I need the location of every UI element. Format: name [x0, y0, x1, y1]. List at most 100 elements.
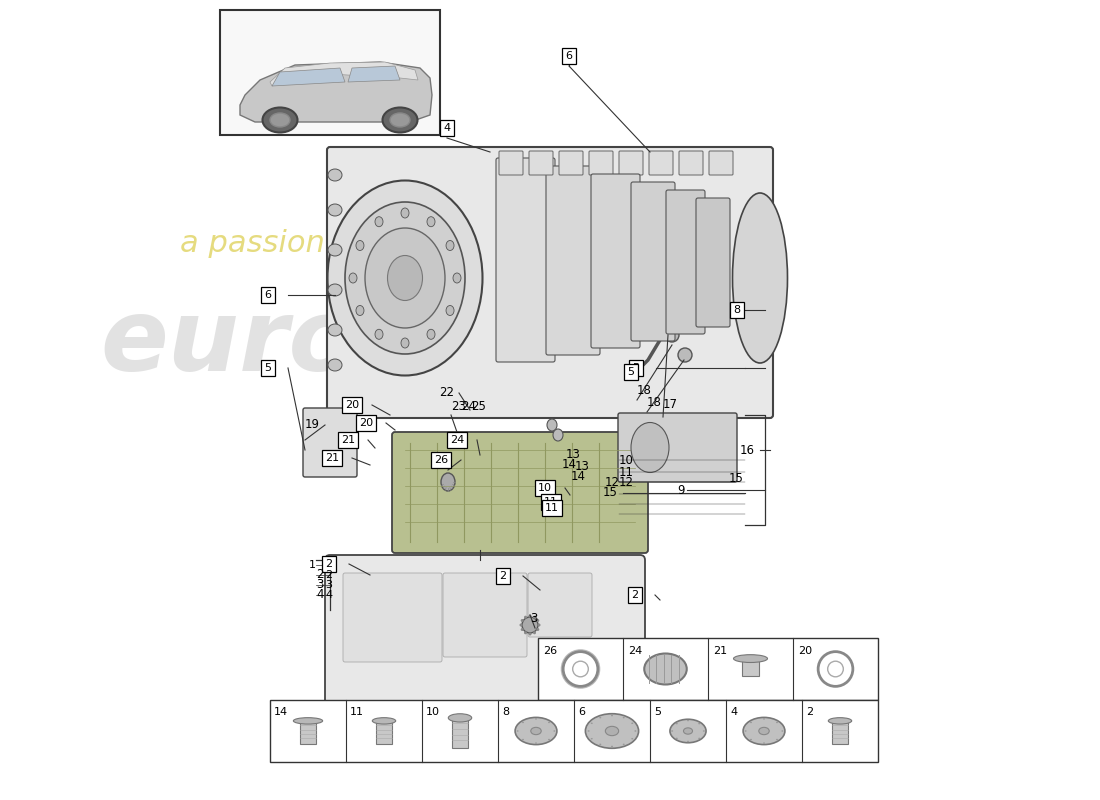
Ellipse shape [328, 169, 342, 181]
Text: 11: 11 [619, 466, 634, 478]
Ellipse shape [538, 623, 540, 626]
Ellipse shape [828, 718, 851, 724]
Text: 4: 4 [316, 589, 323, 602]
Ellipse shape [356, 306, 364, 315]
Ellipse shape [750, 722, 752, 723]
Ellipse shape [587, 730, 590, 732]
Ellipse shape [402, 208, 409, 218]
Ellipse shape [678, 348, 692, 362]
Ellipse shape [670, 719, 706, 742]
FancyBboxPatch shape [528, 573, 592, 637]
Ellipse shape [675, 723, 678, 724]
Ellipse shape [328, 181, 483, 375]
Text: 16: 16 [740, 443, 755, 457]
Text: 6: 6 [264, 290, 272, 300]
Text: 21: 21 [713, 646, 727, 656]
Text: 13: 13 [566, 449, 581, 462]
Text: 9: 9 [676, 483, 684, 497]
Ellipse shape [390, 113, 410, 127]
Ellipse shape [519, 623, 522, 626]
Ellipse shape [763, 742, 764, 744]
Ellipse shape [675, 738, 678, 739]
Ellipse shape [531, 727, 541, 734]
Text: 11: 11 [350, 707, 364, 717]
Text: 2: 2 [806, 707, 813, 717]
FancyBboxPatch shape [392, 432, 648, 553]
Ellipse shape [535, 742, 537, 744]
Text: 24: 24 [628, 646, 642, 656]
Bar [832, 719, 848, 744]
Text: 5: 5 [654, 707, 661, 717]
Ellipse shape [441, 473, 455, 491]
Polygon shape [348, 66, 400, 82]
Ellipse shape [328, 204, 342, 216]
Text: 15: 15 [729, 471, 744, 485]
Ellipse shape [605, 726, 618, 736]
Ellipse shape [387, 255, 422, 301]
Ellipse shape [294, 718, 322, 724]
Ellipse shape [759, 727, 769, 734]
Ellipse shape [776, 722, 778, 723]
FancyBboxPatch shape [679, 151, 703, 175]
Polygon shape [240, 62, 432, 122]
Ellipse shape [585, 714, 639, 748]
Ellipse shape [781, 730, 783, 732]
Ellipse shape [645, 654, 686, 685]
Ellipse shape [591, 738, 593, 739]
Text: 8: 8 [734, 305, 740, 315]
Ellipse shape [698, 723, 701, 724]
Text: 21: 21 [341, 435, 355, 445]
Ellipse shape [349, 273, 358, 283]
Text: a passion for...  since 1985: a passion for... since 1985 [180, 230, 590, 258]
Ellipse shape [548, 739, 550, 740]
Ellipse shape [263, 107, 297, 133]
Ellipse shape [635, 730, 637, 732]
Ellipse shape [520, 628, 524, 631]
Text: 8: 8 [502, 707, 509, 717]
Text: 18: 18 [647, 395, 662, 409]
Text: 2: 2 [326, 559, 332, 569]
Ellipse shape [524, 631, 527, 634]
FancyBboxPatch shape [588, 151, 613, 175]
Ellipse shape [520, 619, 524, 622]
Circle shape [827, 661, 844, 677]
Circle shape [563, 652, 598, 686]
Ellipse shape [328, 244, 342, 256]
Text: 1: 1 [309, 560, 316, 570]
FancyBboxPatch shape [496, 158, 556, 362]
Text: 22: 22 [439, 386, 454, 399]
FancyBboxPatch shape [443, 573, 527, 657]
Text: 4: 4 [324, 590, 332, 600]
Ellipse shape [537, 619, 539, 622]
Ellipse shape [517, 730, 518, 732]
FancyBboxPatch shape [696, 198, 730, 327]
FancyBboxPatch shape [327, 147, 773, 418]
Bar [452, 716, 469, 748]
Ellipse shape [534, 631, 536, 634]
Ellipse shape [763, 718, 764, 720]
Bar [375, 719, 393, 744]
Polygon shape [272, 68, 345, 86]
Text: 21: 21 [324, 453, 339, 463]
Text: 14: 14 [571, 470, 586, 483]
Ellipse shape [600, 744, 602, 745]
Ellipse shape [776, 739, 778, 740]
Text: 4: 4 [730, 707, 737, 717]
Ellipse shape [734, 654, 768, 662]
FancyBboxPatch shape [499, 151, 522, 175]
Ellipse shape [631, 738, 634, 739]
Text: 6: 6 [578, 707, 585, 717]
Text: 26: 26 [543, 646, 557, 656]
Text: 10: 10 [426, 707, 440, 717]
Bar [742, 656, 759, 675]
Ellipse shape [522, 739, 524, 740]
Text: 25: 25 [471, 401, 486, 414]
Ellipse shape [610, 715, 613, 716]
Ellipse shape [547, 419, 557, 431]
Text: 14: 14 [562, 458, 578, 471]
FancyBboxPatch shape [591, 174, 640, 348]
Ellipse shape [446, 306, 454, 315]
Text: 12: 12 [605, 475, 620, 489]
Ellipse shape [750, 739, 752, 740]
FancyBboxPatch shape [710, 151, 733, 175]
